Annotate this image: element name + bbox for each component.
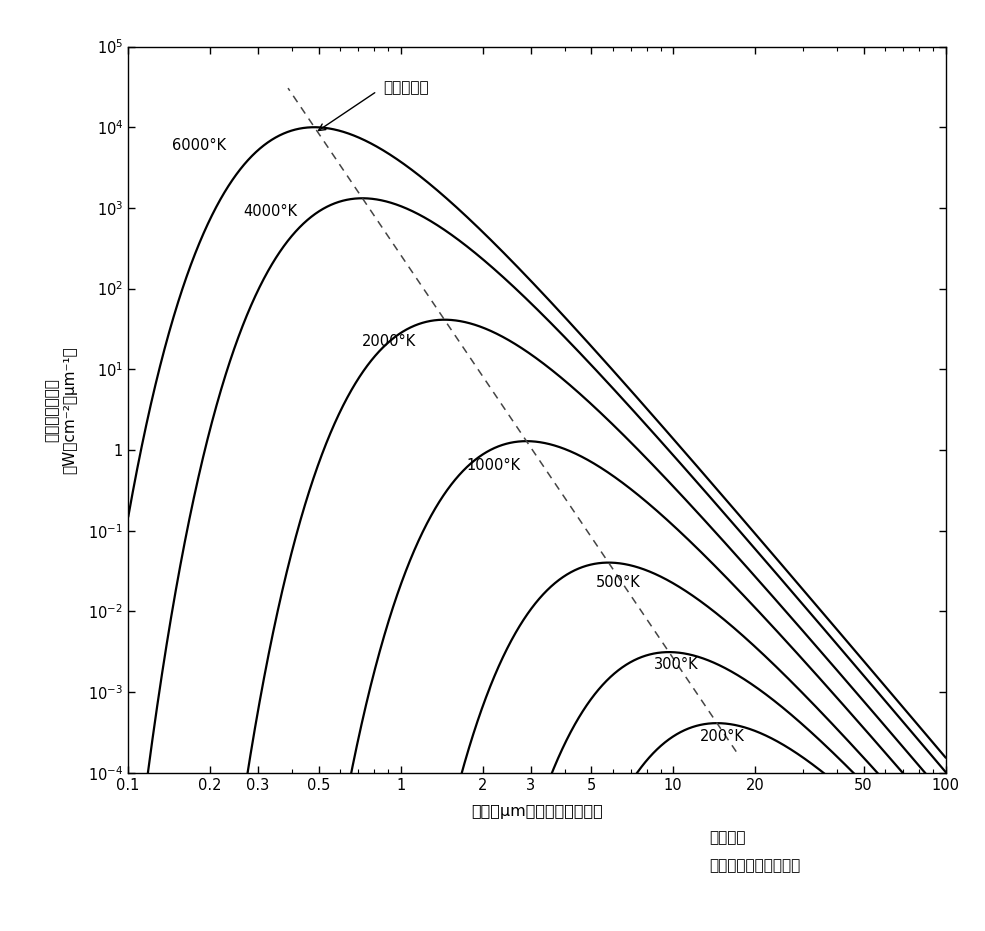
Text: 4000°K: 4000°K xyxy=(243,204,297,219)
Text: 1000°K: 1000°K xyxy=(467,457,521,473)
Text: 参考文献: 参考文献 xyxy=(709,830,746,845)
X-axis label: 波長（μm）　対数スケール: 波長（μm） 対数スケール xyxy=(471,803,603,818)
Text: 200°K: 200°K xyxy=(699,729,745,744)
Text: 赤外線工学　オーム社: 赤外線工学 オーム社 xyxy=(709,858,801,873)
Text: 6000°K: 6000°K xyxy=(172,138,227,153)
Text: 500°K: 500°K xyxy=(596,574,640,589)
Y-axis label: 分光放射発散度
（W・cm⁻²・μm⁻¹）: 分光放射発散度 （W・cm⁻²・μm⁻¹） xyxy=(44,345,77,474)
Text: ピーク波長: ピーク波長 xyxy=(383,80,428,95)
Text: 300°K: 300°K xyxy=(654,657,698,672)
Text: 2000°K: 2000°K xyxy=(361,334,416,349)
